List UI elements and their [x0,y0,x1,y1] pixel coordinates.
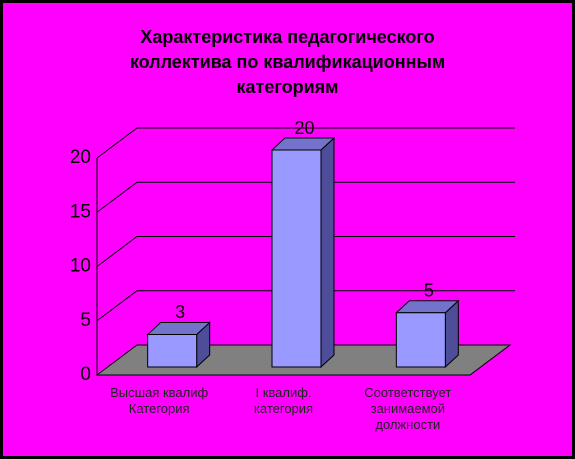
bar-front [271,149,322,368]
x-tick-label: Высшая квалиф Категория [110,385,209,416]
y-tick-label: 10 [70,256,91,277]
bar-side [320,136,335,369]
x-tick-label: Соответствует занимаемой должности [364,385,452,432]
bar [270,136,336,369]
value-label: 3 [175,302,185,322]
y-tick-label: 5 [80,310,91,331]
bar-front [147,333,198,368]
grid-line [96,290,515,322]
value-label: 20 [294,118,314,138]
y-tick-label: 0 [80,364,91,385]
grid-line [96,127,515,159]
bar [146,321,211,369]
bar [395,299,460,369]
grid-line [96,181,515,213]
value-label: 5 [424,281,434,301]
chart-title: Характеристика педагогического коллектив… [129,27,446,97]
y-tick-label: 15 [70,201,91,222]
x-tick-label: I квалиф. категория [253,385,314,416]
y-tick-label: 20 [70,147,91,168]
plot: 0 5 10 15 20 3 20 5 [70,118,515,385]
bar-front [395,312,446,368]
grid-line [96,236,515,267]
